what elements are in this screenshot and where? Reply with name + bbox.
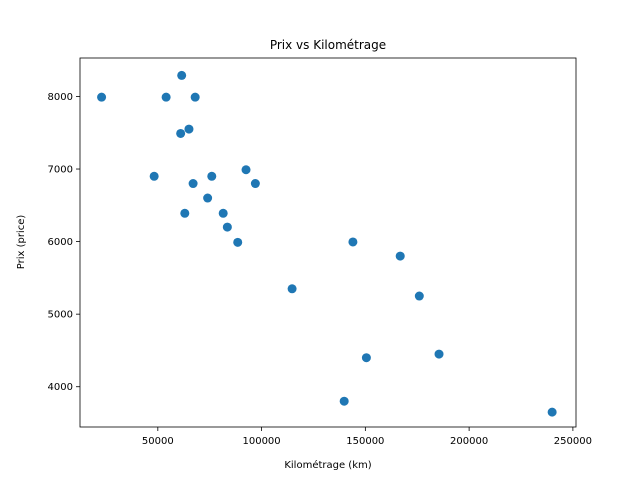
data-point (339, 396, 349, 406)
data-point (434, 349, 444, 359)
data-point (233, 237, 243, 247)
data-point (161, 92, 171, 102)
x-tick-label: 100000 (242, 436, 280, 447)
x-tick-label: 200000 (450, 436, 488, 447)
x-axis-label: Kilométrage (km) (284, 459, 371, 471)
data-point (361, 353, 371, 363)
data-point (188, 179, 198, 189)
data-point (97, 92, 107, 102)
data-point (547, 407, 557, 417)
data-point (207, 171, 217, 181)
y-tick-label: 5000 (48, 310, 73, 321)
y-axis-label: Prix (price) (16, 215, 27, 270)
y-axis-ticks: 4000 5000 6000 7000 8000 (48, 92, 80, 393)
data-point (241, 165, 251, 175)
data-point (180, 208, 190, 218)
x-tick-label: 150000 (346, 436, 384, 447)
plot-frame (79, 57, 577, 428)
x-tick-label: 50000 (142, 436, 174, 447)
data-point (203, 193, 213, 203)
data-point (177, 70, 187, 80)
data-point (287, 284, 297, 294)
y-tick-label: 4000 (48, 382, 73, 393)
data-point (414, 291, 424, 301)
data-point (218, 208, 228, 218)
points-layer (97, 70, 557, 417)
x-tick-label: 250000 (554, 436, 592, 447)
data-point (250, 179, 260, 189)
data-point (176, 128, 186, 138)
chart-title: Prix vs Kilométrage (270, 38, 386, 52)
y-tick-label: 6000 (48, 237, 73, 248)
y-tick-label: 7000 (48, 165, 73, 176)
y-tick-label: 8000 (48, 92, 73, 103)
data-point (184, 124, 194, 134)
data-point (149, 171, 159, 181)
data-point (190, 92, 200, 102)
x-axis-ticks: 50000 100000 150000 200000 250000 (142, 427, 592, 447)
data-point (222, 222, 232, 232)
data-point (348, 237, 358, 247)
data-point (395, 251, 405, 261)
